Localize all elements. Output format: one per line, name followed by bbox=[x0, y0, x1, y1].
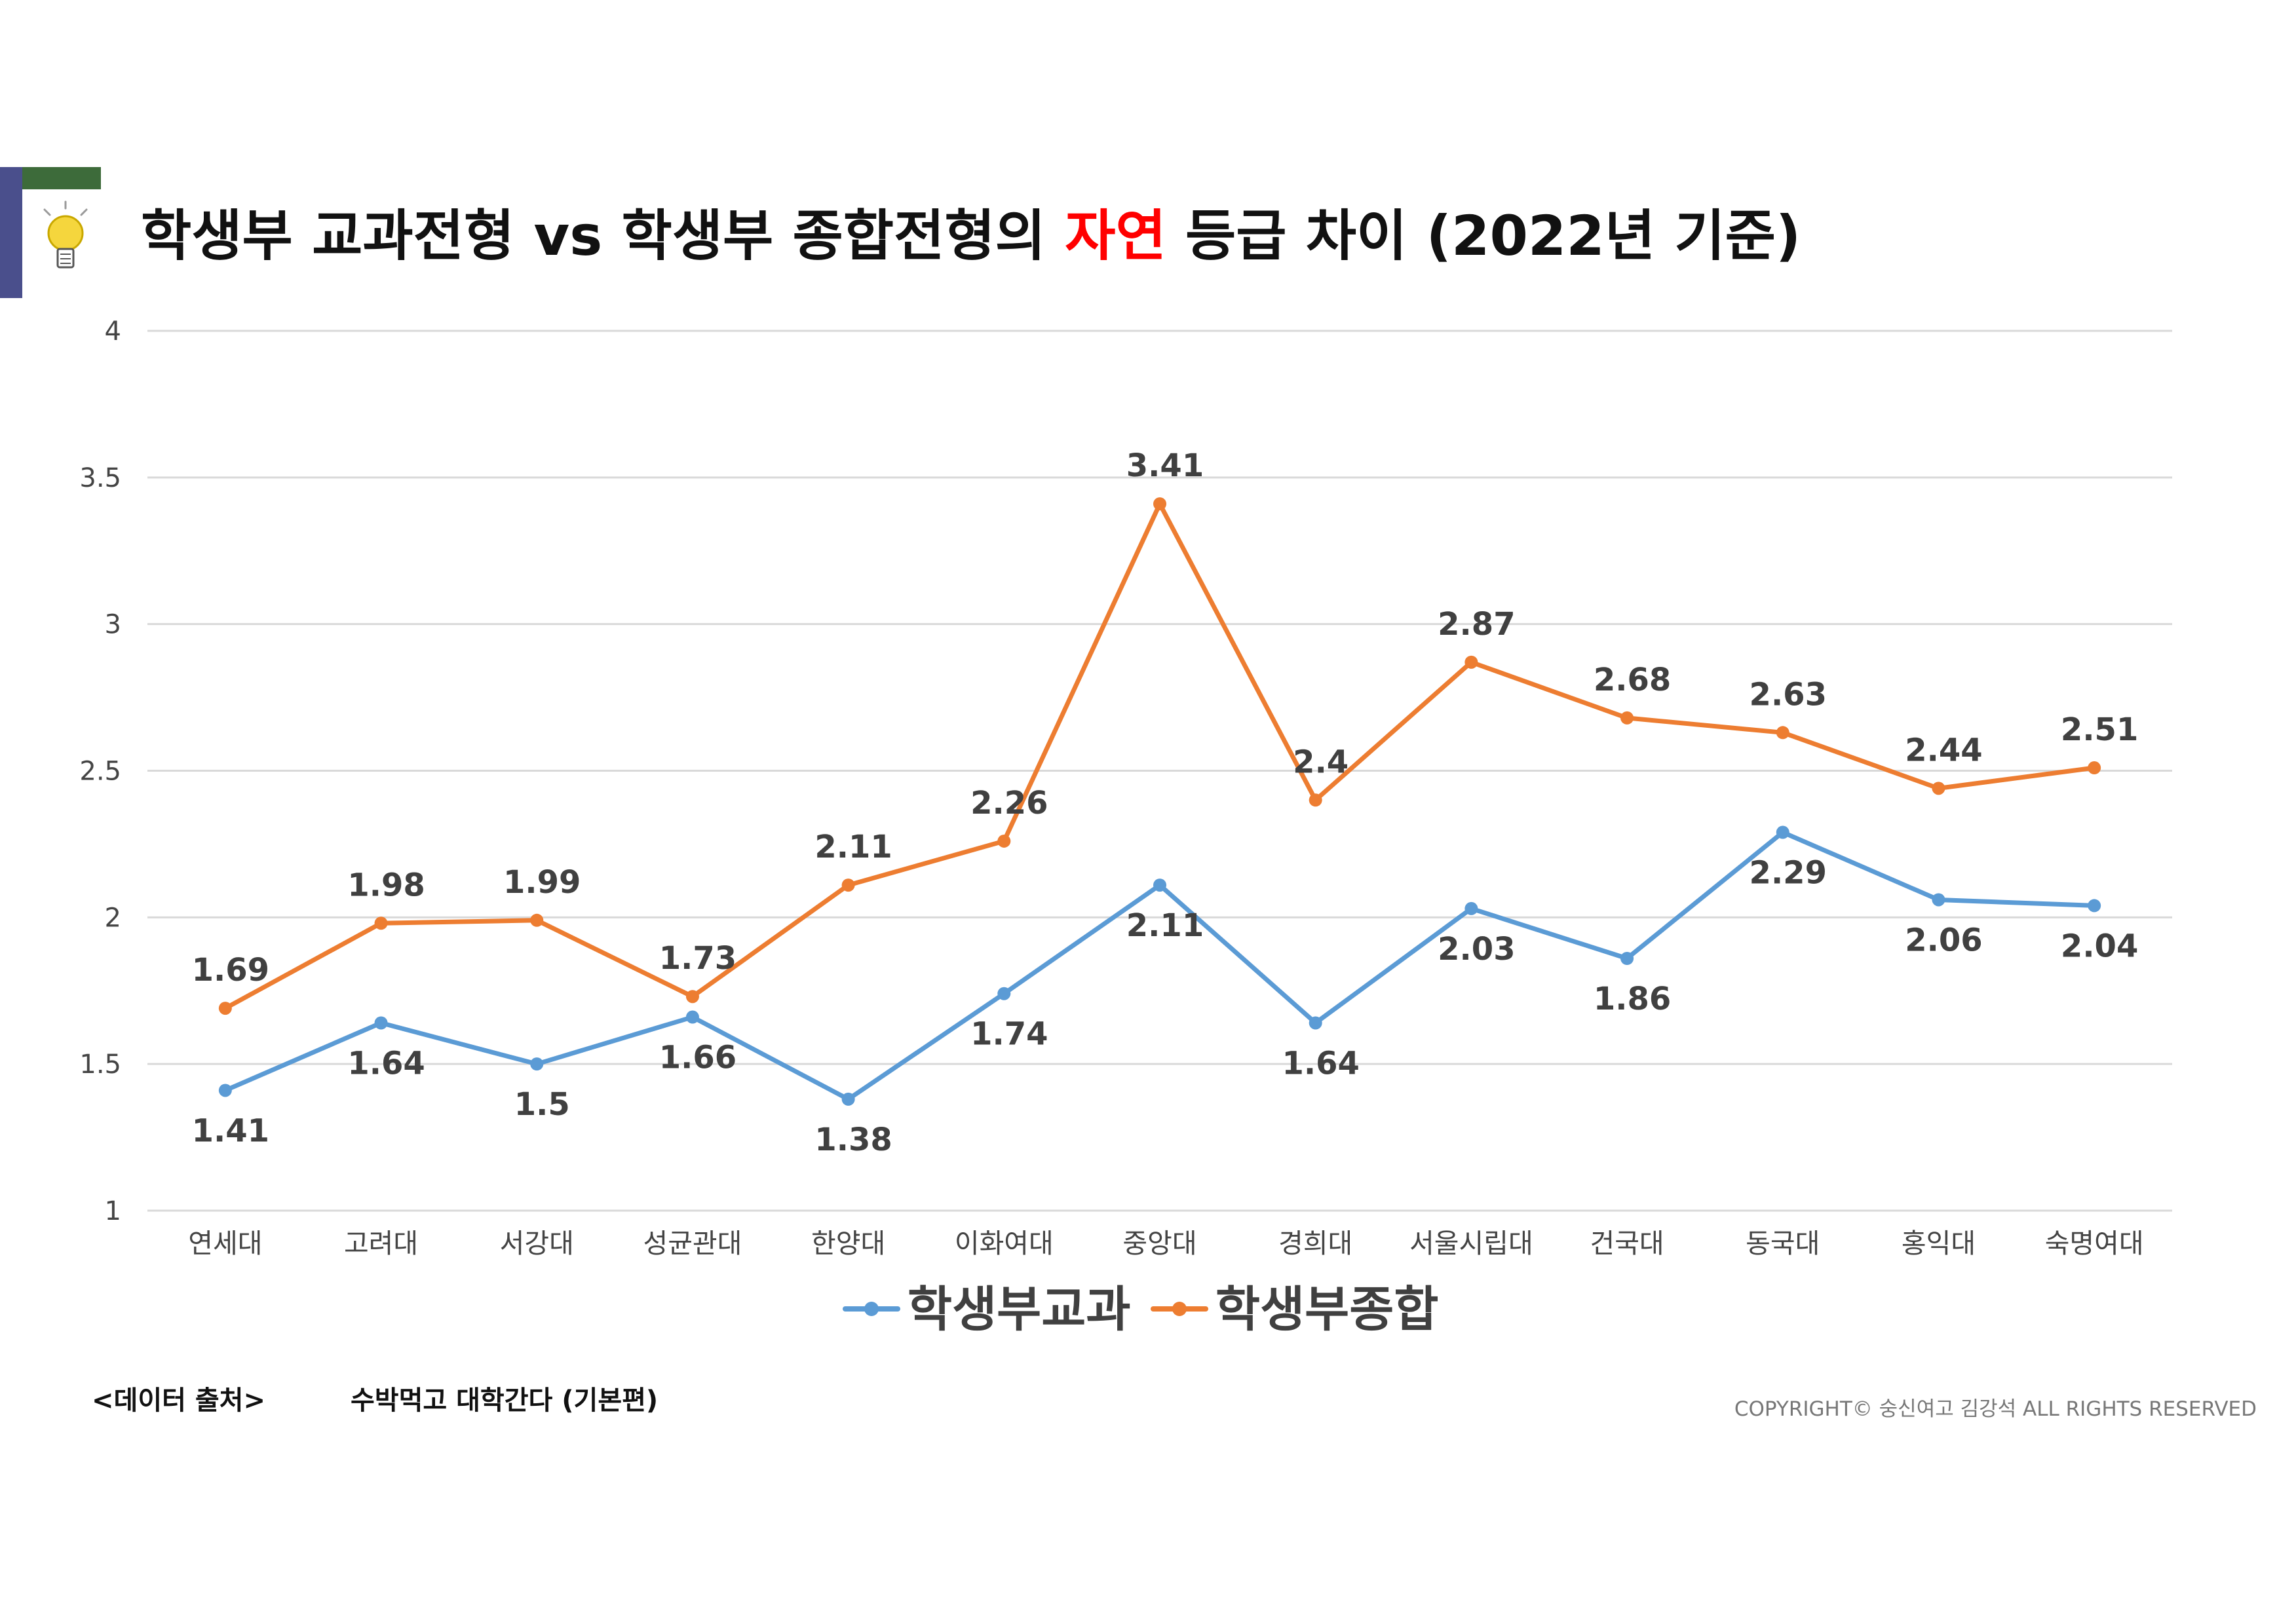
data-point bbox=[1464, 655, 1478, 669]
data-point bbox=[685, 1010, 699, 1024]
x-tick-label: 성균관대 bbox=[643, 1228, 742, 1259]
x-tick-label: 연세대 bbox=[188, 1228, 262, 1259]
x-tick-label: 서울시립대 bbox=[1409, 1228, 1533, 1259]
data-label: 1.74 bbox=[970, 1016, 1048, 1053]
data-label: 2.44 bbox=[1905, 732, 1982, 768]
x-tick-label: 홍익대 bbox=[1902, 1228, 1976, 1259]
data-point bbox=[1932, 782, 1945, 795]
y-tick-label: 1.5 bbox=[79, 1049, 121, 1080]
data-point bbox=[1776, 726, 1789, 740]
y-tick-label: 1 bbox=[105, 1196, 121, 1226]
data-label: 1.38 bbox=[814, 1122, 892, 1158]
data-label: 3.41 bbox=[1126, 447, 1204, 484]
data-point bbox=[841, 878, 855, 892]
data-point bbox=[2088, 899, 2101, 913]
data-point bbox=[1153, 497, 1166, 511]
data-label: 1.73 bbox=[659, 940, 737, 977]
data-label: 2.4 bbox=[1293, 744, 1349, 780]
legend-marker bbox=[864, 1302, 879, 1316]
x-tick-label: 중앙대 bbox=[1122, 1228, 1196, 1259]
x-tick-label: 건국대 bbox=[1590, 1228, 1664, 1259]
data-label: 2.03 bbox=[1438, 931, 1515, 968]
data-point bbox=[218, 1084, 232, 1097]
x-tick-label: 서강대 bbox=[500, 1228, 574, 1259]
data-label: 2.51 bbox=[2061, 711, 2138, 748]
x-tick-label: 동국대 bbox=[1746, 1228, 1820, 1259]
data-label: 1.5 bbox=[514, 1086, 570, 1123]
line-chart: 1 1.5 2 2.5 3 3.5 4 연세대 고려대 서강대 성균관대 한양대 이화여대 중앙대 경희대 서… bbox=[79, 316, 2172, 1338]
decor-bar-horizontal bbox=[22, 167, 101, 189]
copyright: COPYRIGHT© 숭신여고 김강석 ALL RIGHTS RESERVED bbox=[1734, 1397, 2257, 1421]
data-point bbox=[1309, 1016, 1322, 1030]
page-title: 학생부 교과전형 vs 학생부 종합전형의 자연 등급 차이 (2022년 기준… bbox=[141, 197, 2107, 275]
data-label: 2.63 bbox=[1750, 676, 1827, 713]
data-label: 2.11 bbox=[814, 829, 892, 865]
legend-label: 학생부종합 bbox=[1215, 1281, 1438, 1338]
data-label: 1.69 bbox=[192, 952, 269, 989]
data-point bbox=[1309, 793, 1322, 807]
data-point bbox=[1464, 901, 1478, 915]
data-point bbox=[685, 990, 699, 1004]
source-value: 수박먹고 대학간다 (기본편) bbox=[351, 1386, 659, 1416]
data-label: 1.41 bbox=[192, 1112, 269, 1149]
data-label: 2.87 bbox=[1438, 606, 1515, 643]
y-tick-label: 3 bbox=[105, 610, 121, 640]
data-label: 2.68 bbox=[1594, 662, 1671, 698]
data-label: 1.64 bbox=[1282, 1045, 1359, 1082]
lightbulb-icon bbox=[43, 200, 88, 269]
legend-marker bbox=[1172, 1302, 1187, 1316]
source-label: <데이터 출처> bbox=[92, 1386, 265, 1416]
data-point bbox=[841, 1092, 855, 1106]
data-label: 2.29 bbox=[1750, 855, 1827, 892]
y-tick-label: 4 bbox=[105, 316, 121, 347]
data-label: 1.64 bbox=[347, 1045, 425, 1082]
title-accent: 자연 bbox=[1065, 204, 1166, 268]
data-point bbox=[1776, 825, 1789, 839]
legend-label: 학생부교과 bbox=[908, 1281, 1130, 1338]
data-point bbox=[218, 1002, 232, 1015]
data-point bbox=[530, 1057, 544, 1071]
x-tick-label: 경희대 bbox=[1278, 1228, 1352, 1259]
y-tick-label: 2 bbox=[105, 903, 121, 933]
data-point bbox=[1153, 878, 1166, 892]
y-tick-label: 2.5 bbox=[79, 757, 121, 787]
x-tick-label: 한양대 bbox=[811, 1228, 885, 1259]
data-point bbox=[2088, 761, 2101, 775]
data-point bbox=[997, 987, 1011, 1000]
x-tick-label: 고려대 bbox=[344, 1228, 418, 1259]
title-suffix: 등급 차이 (2022년 기준) bbox=[1185, 204, 1801, 268]
data-label: 2.06 bbox=[1905, 922, 1982, 958]
title-prefix: 학생부 교과전형 vs 학생부 종합전형의 bbox=[141, 204, 1046, 268]
data-label: 1.86 bbox=[1594, 981, 1671, 1017]
data-point bbox=[1620, 711, 1634, 725]
data-point bbox=[1932, 893, 1945, 907]
decor-bar-vertical bbox=[0, 167, 22, 298]
y-tick-label: 3.5 bbox=[79, 463, 121, 493]
data-label: 2.04 bbox=[2061, 928, 2138, 964]
data-label: 1.98 bbox=[347, 867, 425, 903]
data-point bbox=[997, 834, 1011, 848]
data-point bbox=[1620, 952, 1634, 966]
data-label: 1.99 bbox=[503, 864, 581, 901]
data-point bbox=[374, 1016, 388, 1030]
data-label: 2.26 bbox=[970, 785, 1048, 821]
x-tick-label: 숙명여대 bbox=[2045, 1228, 2144, 1259]
data-label: 2.11 bbox=[1126, 907, 1204, 944]
data-point bbox=[374, 916, 388, 930]
x-tick-label: 이화여대 bbox=[955, 1228, 1054, 1259]
data-label: 1.66 bbox=[659, 1040, 737, 1076]
data-point bbox=[530, 913, 544, 927]
